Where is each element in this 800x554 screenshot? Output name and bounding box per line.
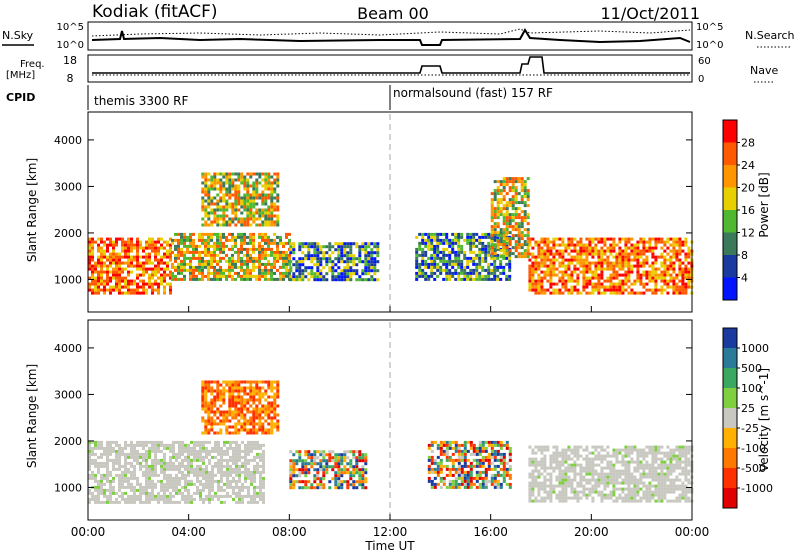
y-tick-label: 4000 [54,342,82,355]
region-3-weak [289,242,380,282]
x-ticks: 00:00 04:00 08:00 12:00 16:00 20:00 00:00 [71,306,710,539]
velocity-ylabel: Slant Range [km] [25,364,39,468]
date-title: 11/Oct/2011 [600,4,700,23]
power-y-ticks: 1000 2000 3000 4000 [54,134,692,286]
region-2-mixed [289,450,368,490]
colorbar-swatch [723,187,737,211]
colorbar-tick-label: -100 [741,442,766,455]
freq-tick-bottom: 8 [67,72,74,85]
colorbar-swatch [723,388,737,409]
station-title: Kodiak (fitACF) [92,2,218,22]
cpid-segment-0: themis 3300 RF [94,94,188,108]
cpid-segment-1: normalsound (fast) 157 RF [393,86,553,100]
region-3-mixed [427,440,512,489]
colorbar-tick-label: 16 [741,204,755,217]
y-tick-label: 3000 [54,180,82,193]
colorbar-tick-label: 12 [741,227,755,240]
y-tick-label: 3000 [54,388,82,401]
nave-tick-bottom: 0 [698,74,704,85]
colorbar-swatch [723,348,737,369]
colorbar-tick-label: 4 [741,272,748,285]
region-0-ground [88,440,265,504]
region-0-strong [88,237,172,295]
beam-title: Beam 00 [357,4,429,23]
colorbar-tick-label: 1000 [741,342,769,355]
colorbar-swatch [723,277,737,301]
cpid-label: CPID [6,91,35,104]
y-tick-label: 2000 [54,435,82,448]
colorbar-tick-label: -500 [741,462,766,475]
y-tick-label: 1000 [54,481,82,494]
region-6-strong [528,237,694,295]
colorbar-tick-label: -25 [741,422,759,435]
y-tick-label: 1000 [54,273,82,286]
colorbar-swatch [723,120,737,143]
colorbar-tick-label: 500 [741,362,762,375]
y-tick-label: 4000 [54,134,82,147]
region-4-weak [415,232,512,281]
sky-right-tick-bottom: 10^0 [696,40,723,51]
power-ylabel: Slant Range [km] [25,158,39,262]
velocity-y-ticks: 1000 2000 3000 4000 [54,342,692,494]
colorbar-tick-label: 20 [741,182,755,195]
sky-left-tick-bottom: 10^0 [57,40,84,51]
region-5-medium [490,177,530,259]
colorbar-swatch [723,328,737,349]
colorbar-swatch [723,428,737,449]
power-colorbar-label: Power [dB] [757,172,771,237]
sky-noise-panel [87,21,693,51]
colorbar-tick-label: 28 [741,137,755,150]
x-tick-label: 08:00 [272,525,307,539]
x-tick-label: 12:00 [373,525,408,539]
search-label: N.Search [745,29,795,42]
colorbar-swatch [723,232,737,256]
x-tick-label: 16:00 [473,525,508,539]
freq-label: Freq. [20,59,45,70]
sky-left-tick-top: 10^5 [57,22,84,33]
velocity-colorbar-label: Velocity [m s^-1] [757,368,771,472]
sky-noise-series [91,28,691,46]
velocity-colorbar: 1000 500 100 25 -25 -100 -500 -1000 [722,327,773,509]
colorbar-frame [722,327,738,509]
power-colorbar: 28 24 20 16 12 8 4 [722,119,755,301]
colorbar-swatch [723,165,737,188]
region-4-ground [528,445,694,503]
power-data-layer [88,172,694,295]
region-2-medium [201,172,280,227]
freq-panel [87,54,693,83]
colorbar-tick-label: -1000 [741,482,773,495]
colorbar-swatch [723,448,737,469]
freq-series [92,56,690,74]
colorbar-swatch [723,210,737,233]
colorbar-swatch [723,468,737,489]
x-axis-label: Time UT [364,539,415,553]
search-noise-series [91,28,691,37]
nave-label: Nave [750,64,778,77]
colorbar-swatch [723,488,737,509]
x-tick-label: 04:00 [171,525,206,539]
region-1-medium [171,232,291,281]
power-panel [87,111,693,313]
x-tick-label: 00:00 [675,525,710,539]
region-1-negative [201,380,280,435]
colorbar-swatch [723,368,737,389]
x-tick-label: 00:00 [71,525,106,539]
colorbar-tick-label: 24 [741,159,755,172]
x-tick-label: 20:00 [574,525,609,539]
nave-tick-top: 60 [698,56,711,67]
colorbar-swatch [723,142,737,166]
colorbar-swatch [723,408,737,429]
colorbar-swatch [723,255,737,278]
velocity-data-layer [88,380,694,504]
colorbar-tick-label: 25 [741,402,755,415]
y-tick-label: 2000 [54,227,82,240]
freq-tick-top: 18 [63,54,77,67]
colorbar-tick-label: 100 [741,382,762,395]
freq-unit: [MHz] [6,70,35,81]
sky-label: N.Sky [2,29,34,42]
sky-right-tick-top: 10^5 [696,22,723,33]
colorbar-tick-label: 8 [741,249,748,262]
